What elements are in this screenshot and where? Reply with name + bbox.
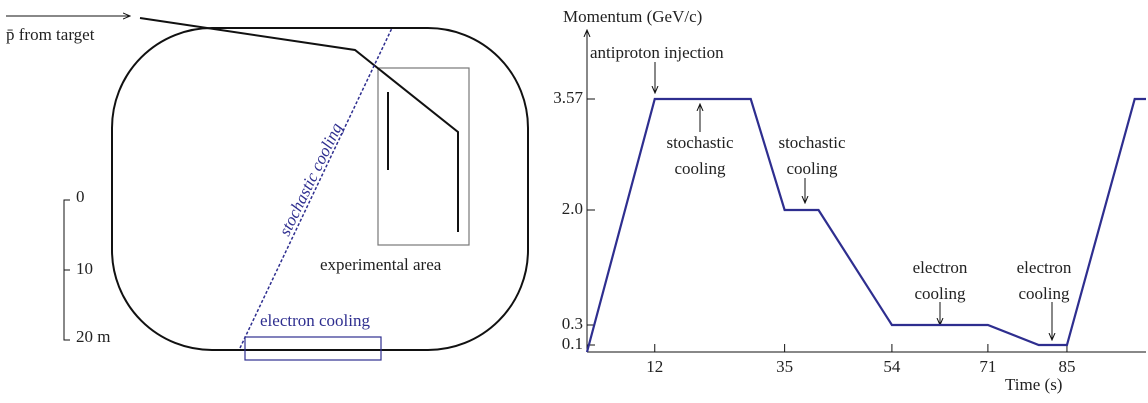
annotation: stochastic [666, 133, 733, 152]
stochastic-line [239, 27, 393, 349]
momentum-line [585, 97, 1146, 353]
y-axis-label: Momentum (GeV/c) [563, 7, 702, 26]
annotation: cooling [1019, 284, 1070, 303]
x-tick-label: 54 [883, 357, 901, 376]
x-tick-label: 12 [646, 357, 663, 376]
injection-label: p̄ from target [6, 25, 95, 44]
annotation: stochastic [778, 133, 845, 152]
scale-label: 10 [76, 259, 93, 278]
annotation: antiproton injection [590, 43, 724, 62]
annotation: electron [1017, 258, 1072, 277]
annotation: cooling [915, 284, 966, 303]
electron-box [244, 336, 382, 361]
experimental-box [377, 67, 470, 246]
stochastic-label: stochastic cooling [275, 120, 346, 239]
x-tick-label: 85 [1058, 357, 1075, 376]
y-tick-label: 3.57 [553, 88, 583, 107]
x-tick-label: 71 [979, 357, 996, 376]
x-tick-label: 35 [776, 357, 793, 376]
y-tick-label: 2.0 [562, 199, 583, 218]
y-tick-label: 0.3 [562, 314, 583, 333]
electron-label: electron cooling [260, 311, 370, 330]
ring [111, 27, 529, 351]
scale-label: 20 m [76, 327, 110, 346]
scale-label: 0 [76, 187, 85, 206]
y-tick-label: 0.1 [562, 334, 583, 353]
experimental-label: experimental area [320, 255, 442, 274]
x-axis-label: Time (s) [1005, 375, 1062, 394]
annotation: cooling [787, 159, 838, 178]
annotation: cooling [675, 159, 726, 178]
injection-line [139, 17, 459, 232]
annotation: electron [913, 258, 968, 277]
